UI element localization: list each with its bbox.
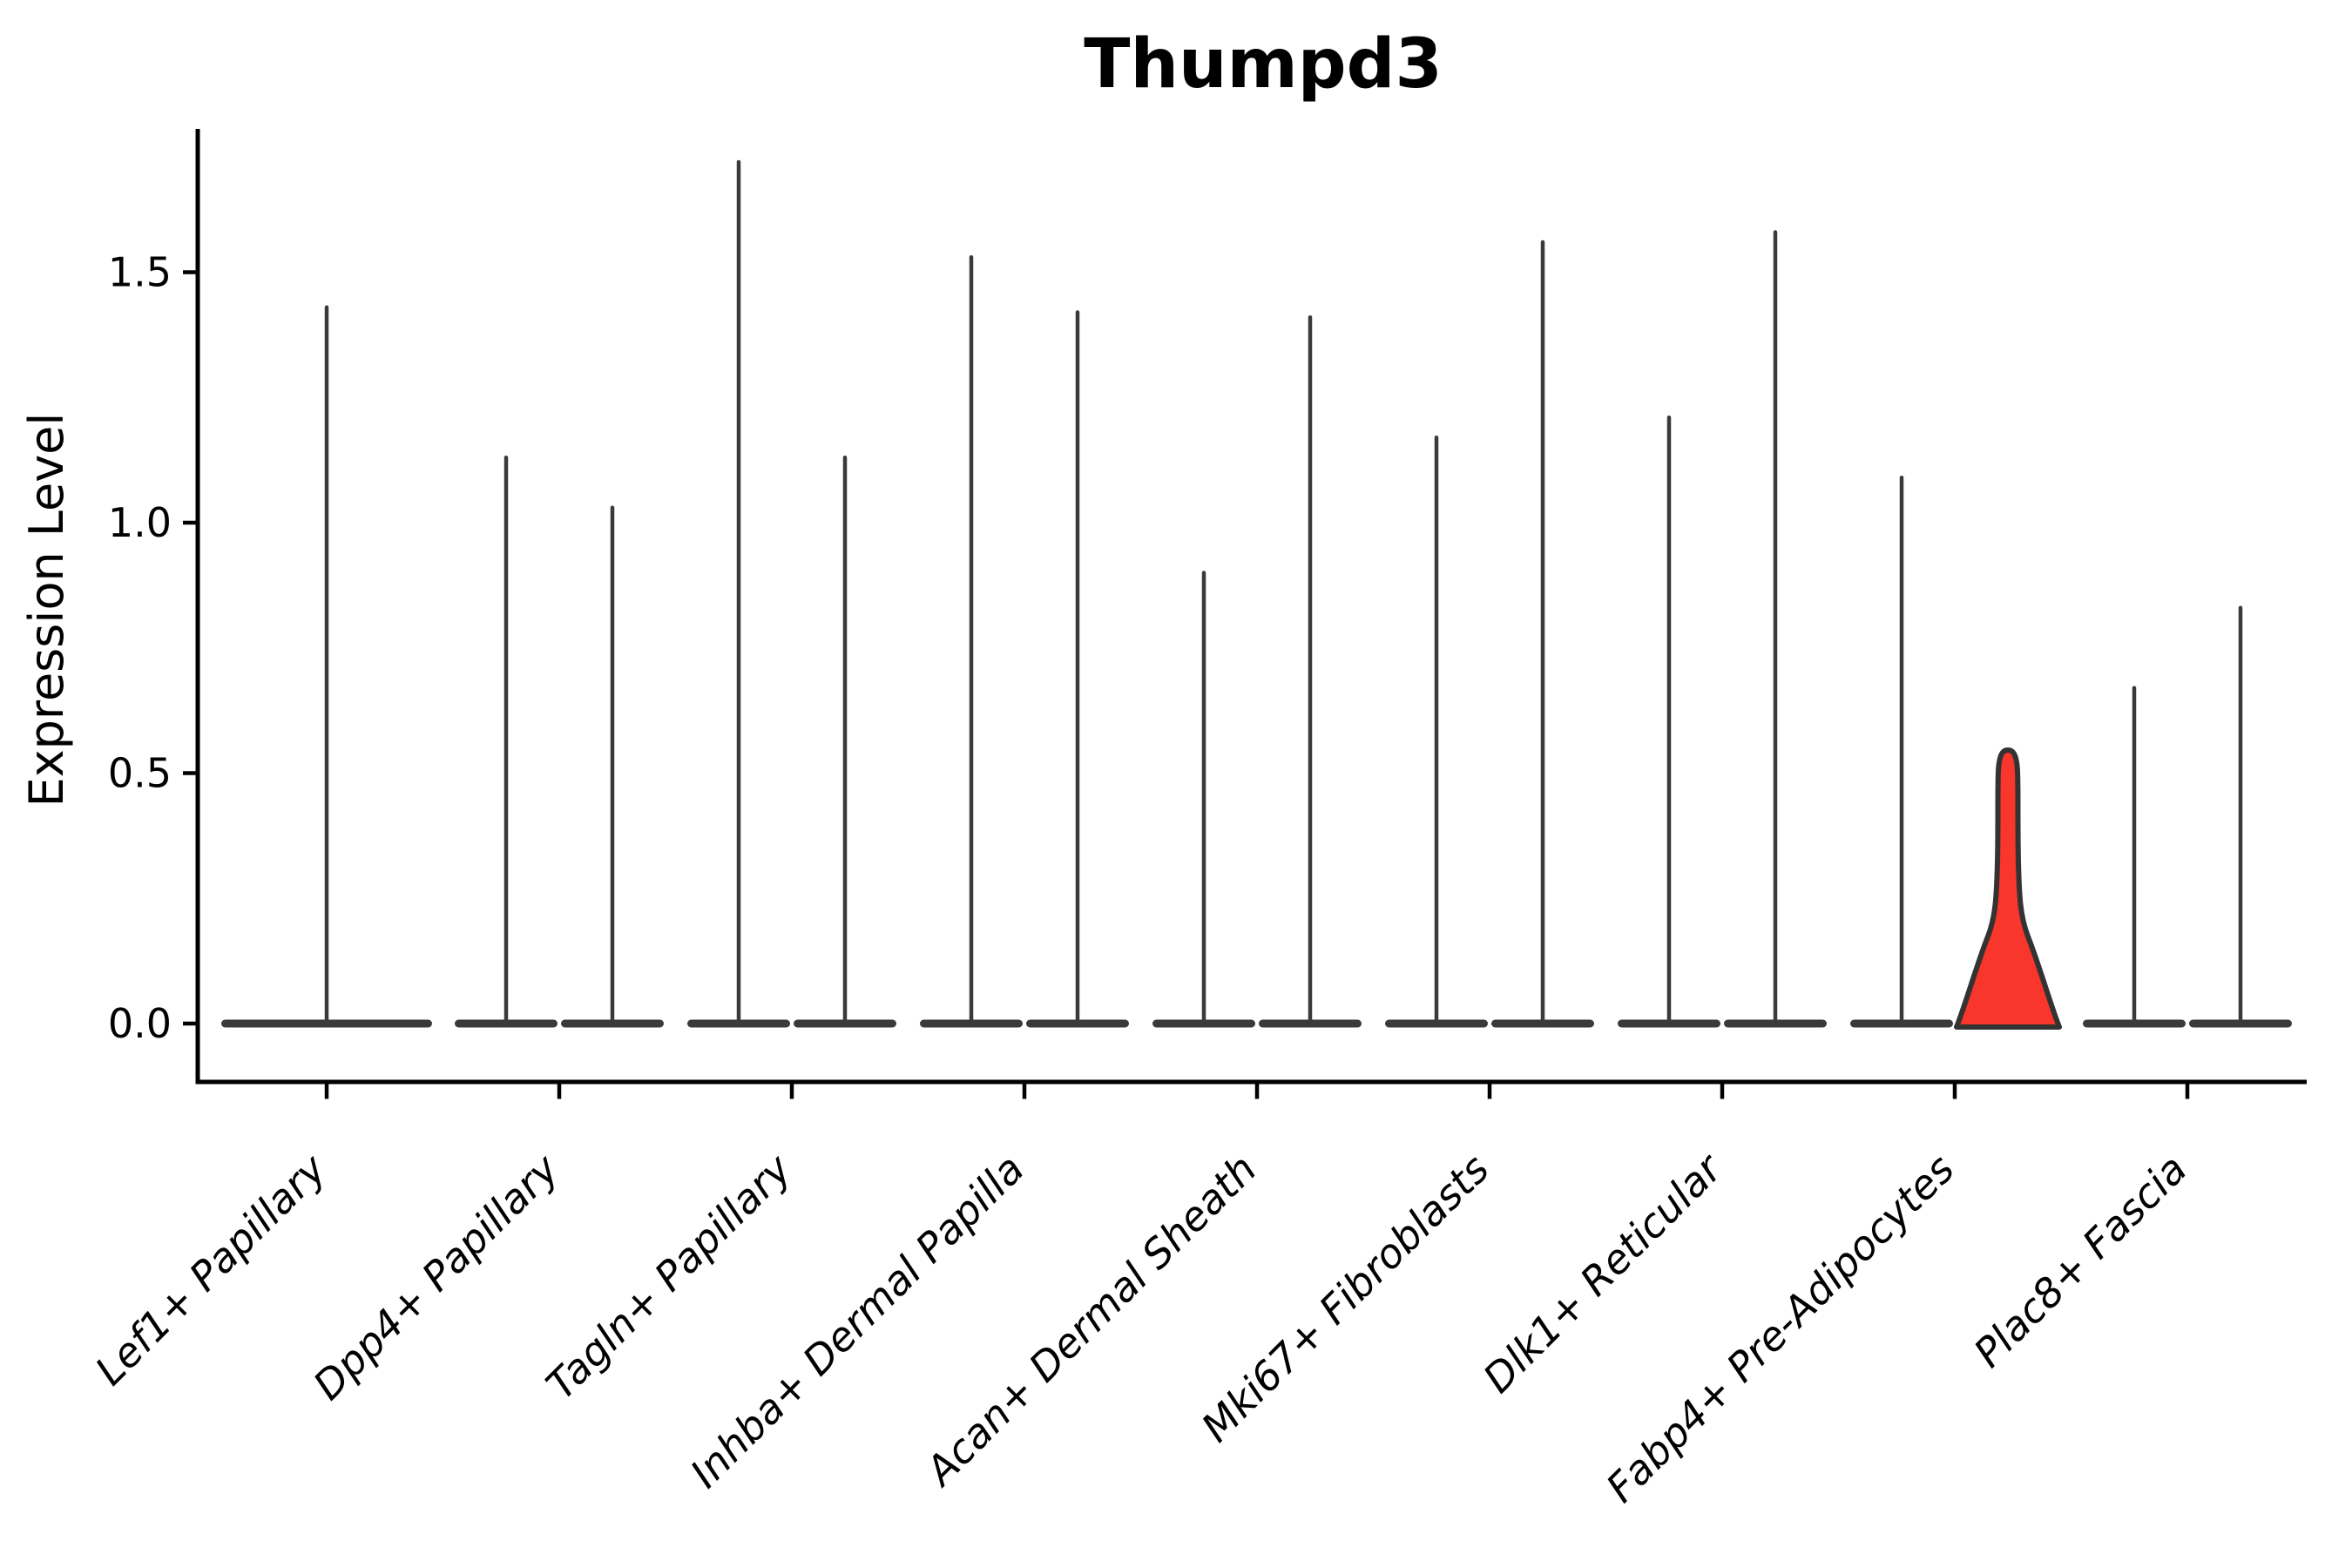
x-tick-label: Lef1+ Papillary xyxy=(86,1145,335,1394)
x-tick-label: Plac8+ Fascia xyxy=(1964,1146,2195,1376)
y-tick-label: 1.0 xyxy=(108,499,172,546)
highlighted-violin xyxy=(1954,747,2062,1030)
y-tick-label: 0.5 xyxy=(108,750,172,797)
chart-title: Thumpd3 xyxy=(1084,25,1442,104)
y-tick-label: 1.5 xyxy=(108,249,172,296)
x-tick-label: Tagln+ Papillary xyxy=(537,1145,801,1409)
y-axis-title: Expression Level xyxy=(19,413,74,808)
x-tick-label: Dlk1+ Reticular xyxy=(1474,1143,1733,1402)
violins-group xyxy=(221,159,2292,1030)
y-tick-label: 0.0 xyxy=(108,1000,172,1047)
axes xyxy=(183,129,2307,1099)
x-tick-label: Dpp4+ Papillary xyxy=(304,1145,568,1409)
